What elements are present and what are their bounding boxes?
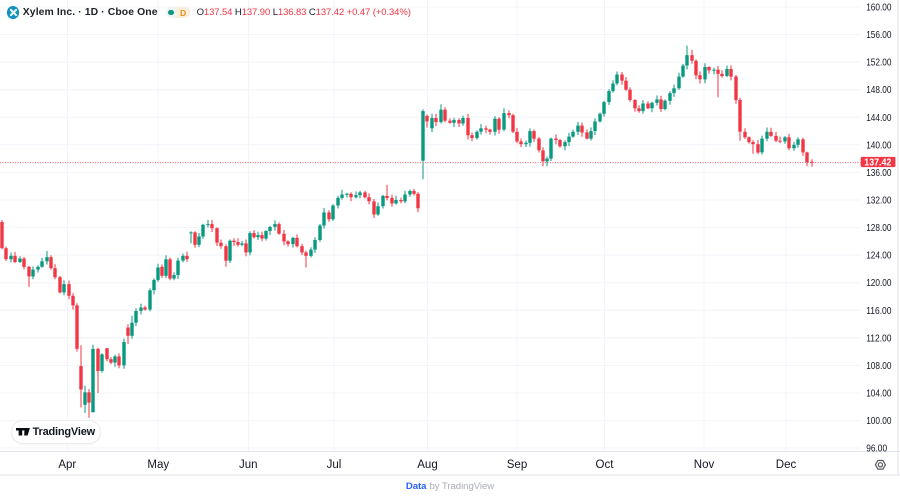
svg-text:100.00: 100.00 (866, 416, 892, 427)
svg-text:128.00: 128.00 (866, 223, 892, 234)
svg-text:Nov: Nov (694, 459, 715, 471)
svg-text:108.00: 108.00 (866, 361, 892, 372)
svg-text:Apr: Apr (58, 459, 76, 471)
svg-text:137.42: 137.42 (864, 157, 891, 168)
svg-text:Jul: Jul (327, 459, 342, 471)
svg-text:Jun: Jun (239, 459, 258, 471)
svg-text:104.00: 104.00 (866, 389, 892, 400)
svg-text:116.00: 116.00 (866, 306, 892, 317)
svg-text:148.00: 148.00 (866, 85, 892, 96)
svg-text:144.00: 144.00 (866, 113, 892, 124)
svg-text:May: May (147, 459, 169, 471)
svg-text:132.00: 132.00 (866, 196, 892, 207)
svg-text:112.00: 112.00 (866, 333, 892, 344)
svg-text:124.00: 124.00 (866, 251, 892, 262)
svg-text:152.00: 152.00 (866, 58, 892, 69)
svg-text:Dec: Dec (776, 459, 797, 471)
svg-text:Aug: Aug (417, 459, 437, 471)
svg-text:140.00: 140.00 (866, 140, 892, 151)
svg-text:160.00: 160.00 (866, 3, 892, 14)
svg-text:Oct: Oct (596, 459, 615, 471)
svg-text:156.00: 156.00 (866, 30, 892, 41)
svg-text:136.00: 136.00 (866, 168, 892, 179)
svg-text:96.00: 96.00 (866, 444, 887, 455)
svg-text:Sep: Sep (507, 459, 527, 471)
svg-text:120.00: 120.00 (866, 278, 892, 289)
